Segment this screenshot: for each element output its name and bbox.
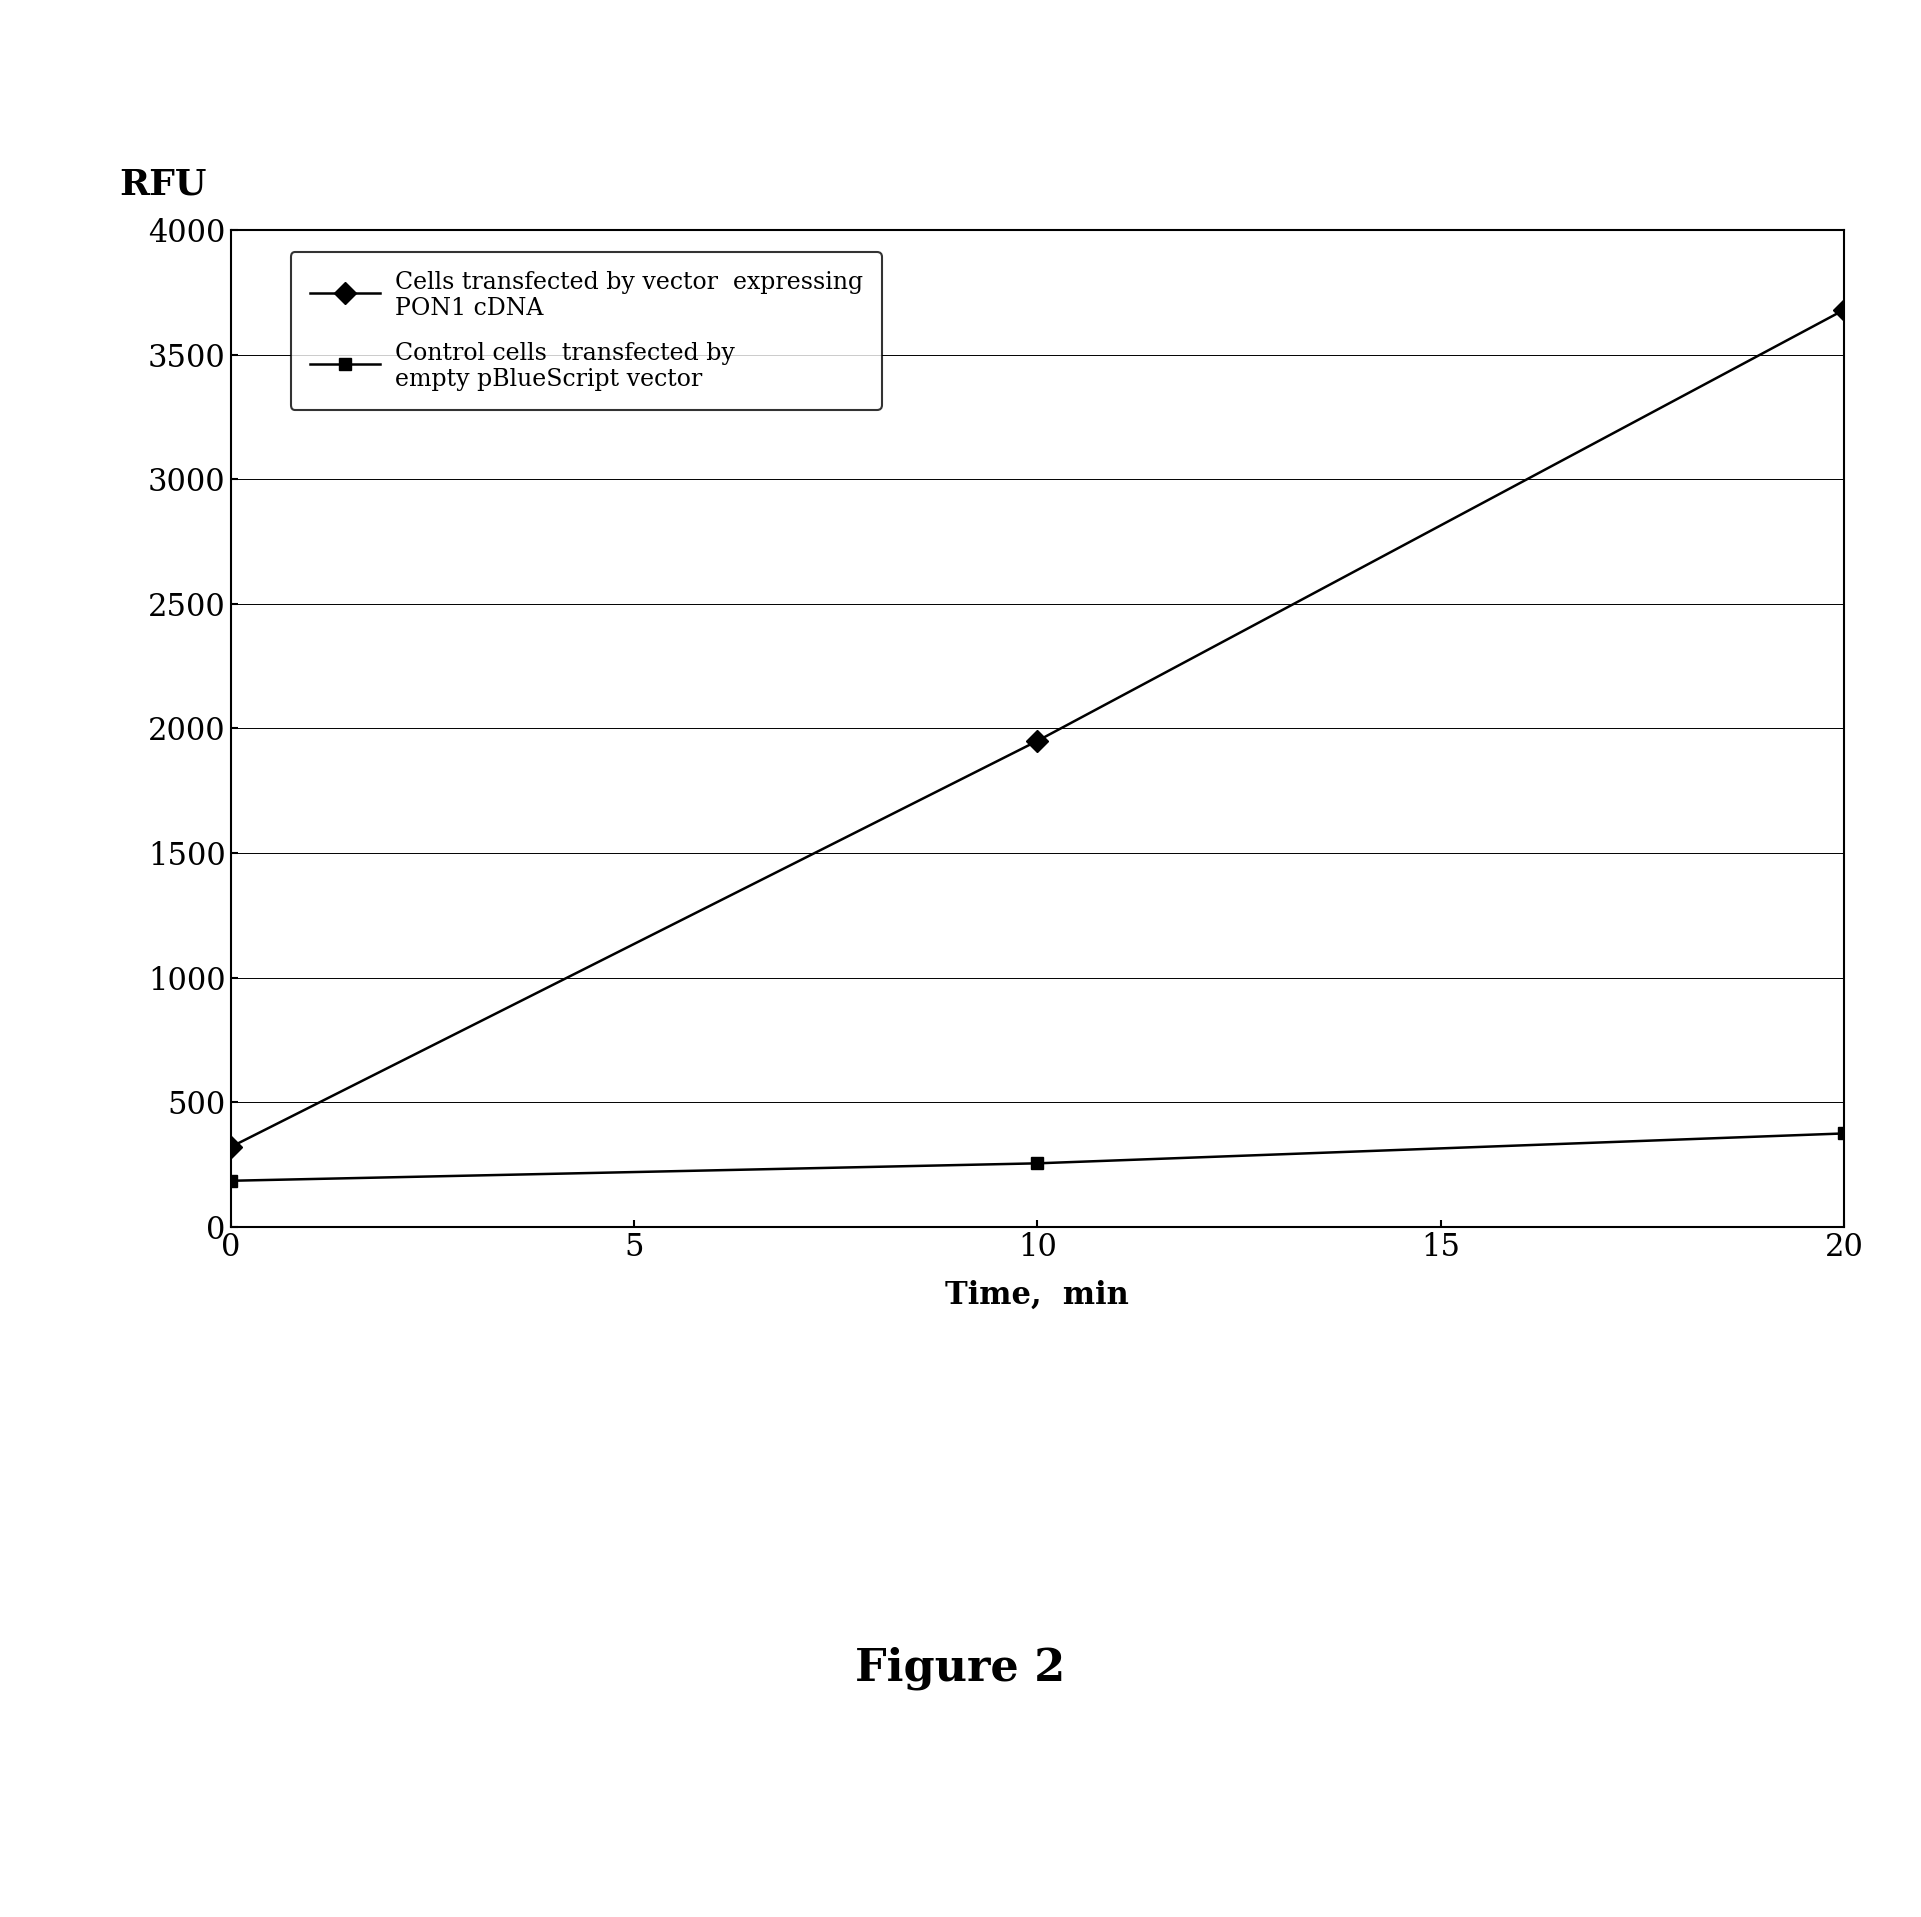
Text: Figure 2: Figure 2 <box>855 1647 1066 1689</box>
Legend: Cells transfected by vector  expressing
PON1 cDNA, Control cells  transfected by: Cells transfected by vector expressing P… <box>290 251 882 410</box>
X-axis label: Time,  min: Time, min <box>945 1279 1130 1311</box>
Text: RFU: RFU <box>119 167 206 201</box>
